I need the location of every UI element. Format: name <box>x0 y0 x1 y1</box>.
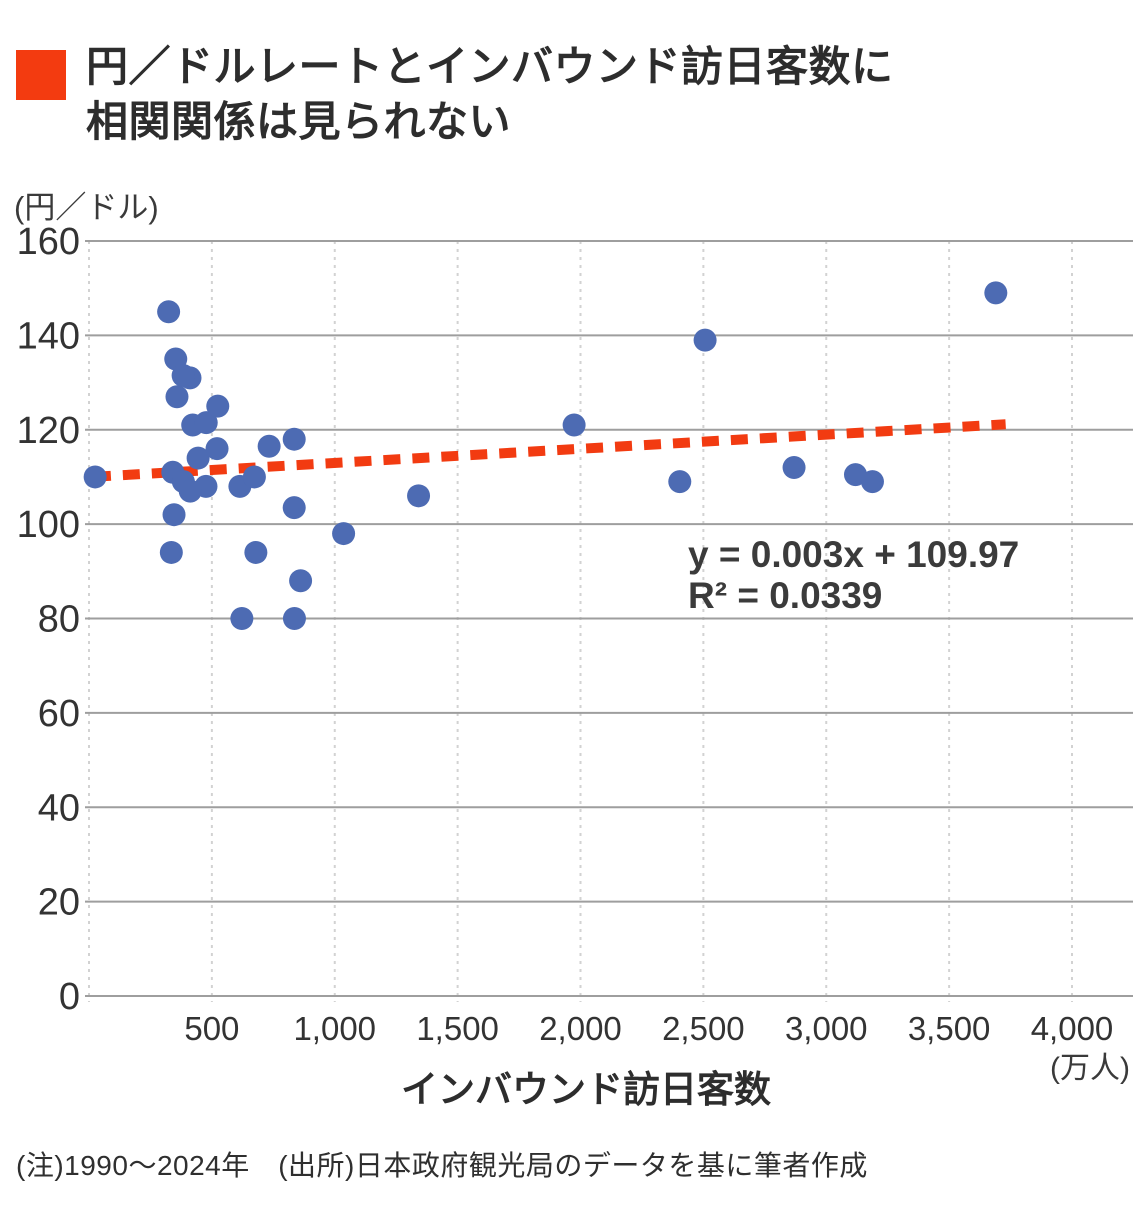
chart-title-block: 円／ドルレートとインバウンド訪日客数に 相関関係は見られない <box>16 40 894 149</box>
x-tick-label: 2,000 <box>539 1010 622 1047</box>
data-point <box>668 470 692 494</box>
x-tick-label: 2,500 <box>662 1010 745 1047</box>
data-point <box>289 569 313 593</box>
data-point <box>860 470 884 494</box>
page-title-line1: 円／ドルレートとインバウンド訪日客数に <box>86 43 894 90</box>
y-tick-label: 100 <box>17 504 80 546</box>
x-tick-label: 1,000 <box>293 1010 376 1047</box>
scatter-points <box>83 281 1008 630</box>
data-point <box>157 300 181 324</box>
data-point <box>186 446 210 470</box>
data-point <box>282 496 306 520</box>
source-footnote: (注)1990〜2024年 (出所)日本政府観光局のデータを基に筆者作成 <box>16 1150 868 1181</box>
y-tick-label: 80 <box>38 599 80 641</box>
x-tick-label: 4,000 <box>1031 1010 1114 1047</box>
data-point <box>171 363 195 387</box>
horizontal-gridlines <box>85 240 1133 997</box>
data-point <box>178 479 202 503</box>
trend-r2-label: R² = 0.0339 <box>688 575 882 616</box>
x-axis-tick-labels: 500 1,000 1,500 2,000 2,500 3,000 3,500 4,000 <box>184 1010 1113 1047</box>
data-point <box>562 413 586 437</box>
data-point <box>230 607 254 630</box>
data-point <box>282 607 306 630</box>
x-tick-label: 3,500 <box>908 1010 991 1047</box>
data-point <box>206 394 230 418</box>
trend-dashed-line <box>93 419 1006 482</box>
data-point <box>257 434 281 458</box>
data-point <box>83 465 107 489</box>
y-tick-label: 40 <box>38 787 80 829</box>
title-square-marker <box>16 50 66 100</box>
vertical-gridlines <box>88 241 1073 1002</box>
y-tick-label: 140 <box>17 315 80 357</box>
data-point <box>782 456 806 479</box>
page-title-line2: 相関関係は見られない <box>86 97 512 145</box>
y-tick-label: 60 <box>38 693 80 735</box>
x-tick-label: 3,000 <box>785 1010 868 1047</box>
y-tick-label: 0 <box>59 976 80 1018</box>
data-point <box>165 385 189 409</box>
x-axis-unit-label: (万人) <box>1050 1052 1130 1085</box>
data-point <box>282 427 306 451</box>
data-point <box>242 465 266 489</box>
x-axis-title: インバウンド訪日客数 <box>401 1069 771 1110</box>
data-point <box>244 540 268 564</box>
data-point <box>194 411 218 435</box>
trend-equation-label: y = 0.003x + 109.97 <box>688 534 1019 575</box>
data-point <box>205 437 229 461</box>
trend-line <box>93 419 1006 482</box>
x-tick-label: 500 <box>184 1010 239 1047</box>
data-point <box>984 281 1008 305</box>
x-tick-label: 1,500 <box>416 1010 499 1047</box>
y-tick-label: 20 <box>38 882 80 924</box>
y-axis-unit-label: (円／ドル) <box>14 190 159 225</box>
data-point <box>693 328 717 352</box>
data-point <box>162 503 186 527</box>
data-point <box>407 484 431 508</box>
y-tick-label: 120 <box>17 410 80 452</box>
data-point <box>159 540 183 564</box>
page-title: 円／ドルレートとインバウンド訪日客数に 相関関係は見られない <box>86 40 894 149</box>
data-point <box>332 522 356 546</box>
y-axis-tick-labels: 0 20 40 60 80 100 120 140 160 <box>17 221 80 1018</box>
y-tick-label: 160 <box>17 221 80 263</box>
